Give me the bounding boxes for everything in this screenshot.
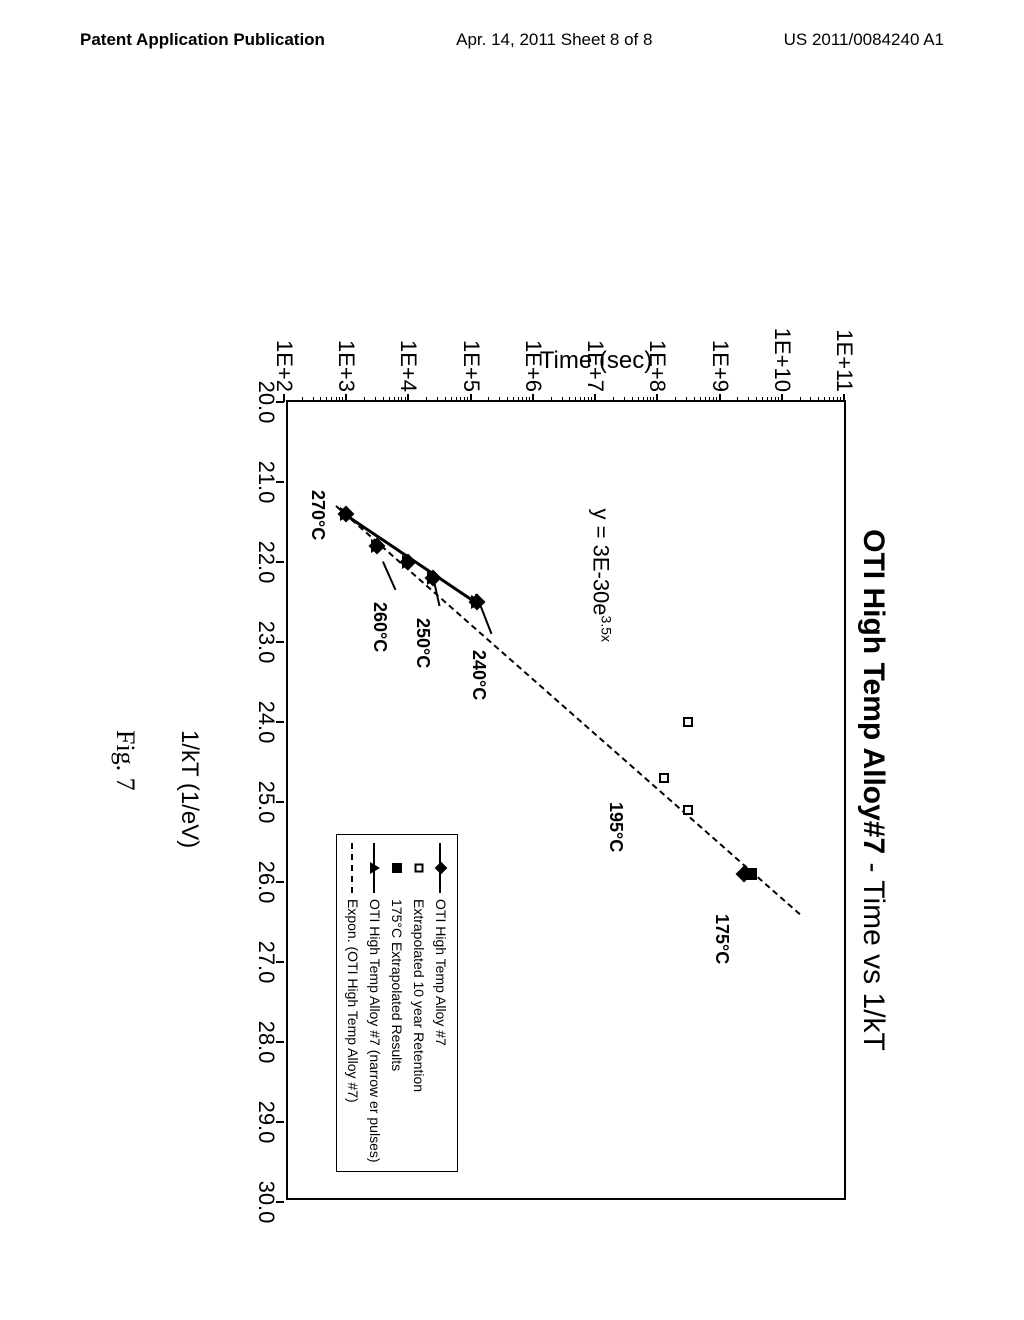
legend-item: OTI High Temp Alloy #7 (430, 843, 452, 1163)
chart-title: OTI High Temp Alloy#7 - Time vs 1/kT (856, 290, 890, 1290)
x-tick-label: 26.0 (253, 861, 279, 904)
y-tick-label: 1E+5 (458, 327, 484, 392)
x-tick-label: 28.0 (253, 1021, 279, 1064)
figure-container: OTI High Temp Alloy#7 - Time vs 1/kT OTI… (0, 130, 1024, 1230)
x-axis-label: 1/kT (1/eV) (175, 730, 203, 848)
marker-triangle (371, 539, 383, 553)
x-tick-label: 30.0 (253, 1181, 279, 1224)
y-tick-label: 1E+9 (707, 327, 733, 392)
trend-equation: y = 3E-30e3.5x (588, 509, 615, 642)
temperature-annotation: 175°C (711, 914, 732, 964)
page-header: Patent Application Publication Apr. 14, … (0, 0, 1024, 60)
y-tick-label: 1E+10 (769, 327, 795, 392)
legend-box: OTI High Temp Alloy #7 Extrapolated 10 ye… (336, 834, 458, 1172)
annotation-connector (382, 562, 396, 591)
legend-item: Expon. (OTI High Temp Alloy #7) (342, 843, 364, 1163)
chart-rotated-wrapper: OTI High Temp Alloy#7 - Time vs 1/kT OTI… (130, 290, 890, 1290)
marker-triangle (340, 507, 352, 521)
x-tick-label: 25.0 (253, 781, 279, 824)
legend-item: 175°C Extrapolated Results (386, 843, 408, 1163)
y-tick-label: 1E+3 (333, 327, 359, 392)
x-tick-label: 21.0 (253, 461, 279, 504)
marker-open-square (683, 805, 693, 815)
x-tick-label: 23.0 (253, 621, 279, 664)
x-tick-label: 22.0 (253, 541, 279, 584)
x-tick-label: 24.0 (253, 701, 279, 744)
temperature-annotation: 195°C (605, 802, 626, 852)
temperature-annotation: 260°C (369, 602, 390, 652)
legend-label: OTI High Temp Alloy #7 (433, 899, 449, 1046)
x-tick-label: 27.0 (253, 941, 279, 984)
legend-label: 175°C Extrapolated Results (389, 899, 405, 1071)
marker-open-square (683, 717, 693, 727)
figure-caption: Fig. 7 (110, 730, 140, 791)
chart-title-rest: - Time vs 1/kT (857, 854, 890, 1051)
marker-filled-square (745, 868, 757, 880)
legend-label: Extrapolated 10 year Retention (411, 899, 427, 1092)
marker-open-square (659, 773, 669, 783)
y-axis-label: Time (sec) (540, 347, 652, 375)
header-left: Patent Application Publication (80, 30, 325, 50)
plot-area: OTI High Temp Alloy #7 Extrapolated 10 ye… (286, 400, 846, 1200)
marker-triangle (402, 555, 414, 569)
header-right: US 2011/0084240 A1 (784, 30, 944, 50)
y-tick-label: 1E+11 (831, 327, 857, 392)
y-tick-label: 1E+2 (271, 327, 297, 392)
legend-label: Expon. (OTI High Temp Alloy #7) (345, 899, 361, 1103)
temperature-annotation: 250°C (412, 618, 433, 668)
temperature-annotation: 240°C (468, 650, 489, 700)
header-center: Apr. 14, 2011 Sheet 8 of 8 (456, 30, 652, 50)
y-tick-label: 1E+4 (395, 327, 421, 392)
chart-title-bold: OTI High Temp Alloy#7 (857, 529, 890, 854)
legend-item: Extrapolated 10 year Retention (408, 843, 430, 1163)
x-tick-label: 29.0 (253, 1101, 279, 1144)
legend-item: OTI High Temp Alloy #7 (narrow er pulses… (364, 843, 386, 1163)
temperature-annotation: 270°C (307, 490, 328, 540)
